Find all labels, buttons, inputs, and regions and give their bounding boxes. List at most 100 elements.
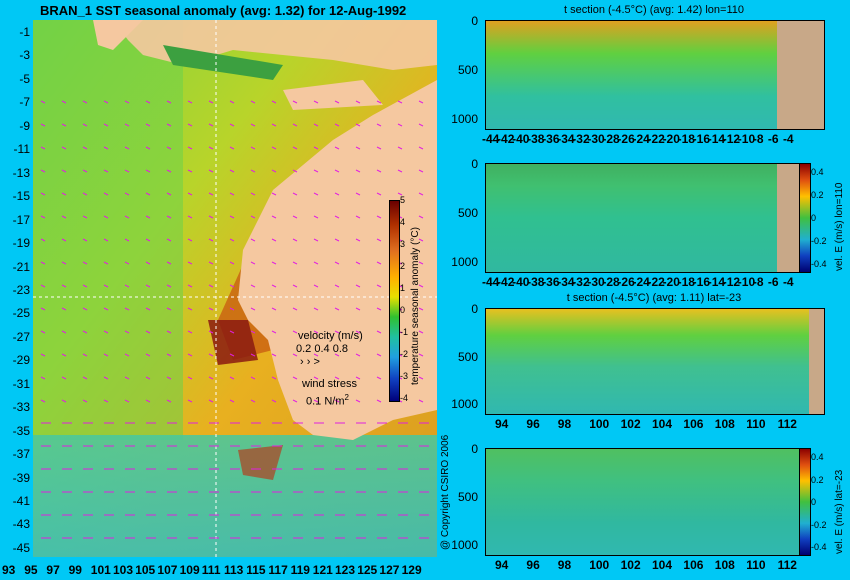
section-x-tick: -14 [707,132,726,146]
wind-arrow [145,284,151,288]
wind-arrow [124,376,130,380]
wind-arrow [145,169,151,173]
wind-arrow [145,123,151,127]
wind-arrow [292,399,298,403]
wind-arrow [187,261,193,265]
wind-arrow [82,353,88,357]
wind-arrow [229,192,235,196]
wind-arrow [61,330,67,334]
map-colorbar-tick: 2 [400,261,406,271]
wind-arrow [61,284,67,288]
section-x-tick: 100 [589,417,610,431]
wind-arrow [418,330,424,334]
wind-arrow [103,376,109,380]
section-x-tick: 96 [526,417,540,431]
wind-arrow [40,123,46,127]
map-x-tick: 117 [268,563,288,577]
section-x-tick: -6 [767,275,779,289]
wind-arrow [376,238,382,242]
section-x-tick: -44 [482,275,500,289]
wind-arrow [376,353,382,357]
wind-arrow [271,261,277,265]
wind-arrow [376,376,382,380]
section-colorbar [799,448,811,556]
map-y-tick: -15 [12,189,30,204]
section-y-tick: 1000 [451,397,478,411]
wind-arrow [187,376,193,380]
wind-arrow [229,261,235,265]
wind-stress-title: wind stress [302,378,358,390]
wind-arrow [376,169,382,173]
wind-arrow [166,215,172,219]
wind-arrow [250,123,256,127]
wind-arrow [271,376,277,380]
wind-arrow [355,376,361,380]
wind-arrow [40,238,46,242]
wind-arrow [40,261,46,265]
wind-arrow [355,307,361,311]
wind-arrow [61,307,67,311]
wind-arrow [250,307,256,311]
map-colorbar-tick: 4 [400,217,406,227]
wind-arrow [82,330,88,334]
wind-arrow [229,215,235,219]
wind-arrow [229,100,235,104]
section-x-tick: -18 [677,132,695,146]
section-y-tick: 500 [457,490,478,504]
wind-arrow [334,307,340,311]
wind-arrow [271,307,277,311]
section-x-tick: 94 [495,417,509,431]
map-x-tick: 109 [179,563,200,577]
section-colorbar-tick: -0.2 [811,236,827,246]
sst-anomaly-map [33,20,437,557]
map-x-tick: 111 [201,563,221,577]
wind-arrow [103,307,109,311]
section-panel [485,163,800,273]
section-x-tick: -42 [497,275,515,289]
wind-arrow [145,376,151,380]
map-y-tick: -25 [12,306,30,321]
wind-arrow [145,146,151,150]
wind-arrow [397,169,403,173]
warm-anomaly-core [208,320,258,365]
wind-arrow [103,238,109,242]
wind-arrow [208,353,214,357]
section-x-tick: -32 [572,275,590,289]
wind-arrow [376,215,382,219]
section-colorbar-label: vel. E (m/s) lon=110 [834,182,845,271]
map-colorbar-tick: 3 [400,239,406,249]
section-y-tick: 0 [471,442,478,456]
wind-arrow [418,284,424,288]
wind-arrow [124,192,130,196]
section-title: t section (-4.5°C) (avg: 1.11) lat=-23 [566,292,742,304]
wind-arrow [124,399,130,403]
wind-arrow [124,261,130,265]
wind-arrow [61,100,67,104]
section-x-tick: 98 [557,417,572,431]
wind-stress-value: 0.1 N/m2 [306,393,349,408]
section-land [777,164,799,272]
wind-arrow [40,376,46,380]
wind-arrow [145,307,151,311]
wind-arrow [313,307,319,311]
wind-arrow [82,169,88,173]
wind-arrow [40,215,46,219]
wind-arrow [250,100,256,104]
section-colorbar-tick: 0.2 [811,474,824,485]
map-y-tick: -1 [19,25,30,39]
wind-arrow [271,146,277,150]
wind-arrow [61,376,67,380]
section-x-tick: -22 [647,275,665,289]
wind-arrow [271,123,277,127]
wind-arrow [334,353,340,357]
wind-arrow [61,123,67,127]
wind-arrow [208,146,214,150]
southern-ocean [33,435,437,557]
wind-arrow [250,146,256,150]
wind-arrow [103,100,109,104]
map-colorbar-tick: -4 [400,393,409,403]
map-x-tick: 123 [335,563,356,577]
wind-arrow [82,215,88,219]
wind-arrow [61,192,67,196]
wind-arrow [376,146,382,150]
